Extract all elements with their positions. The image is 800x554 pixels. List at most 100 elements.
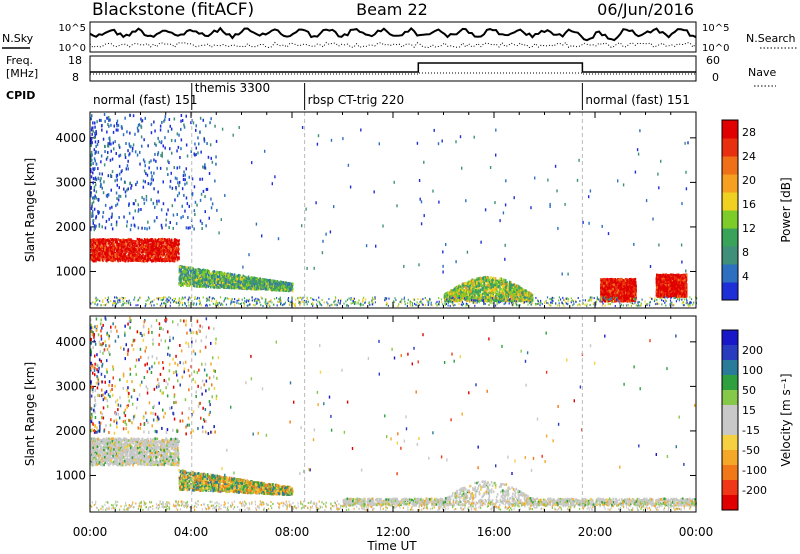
data-cell [184, 173, 186, 177]
data-cell [119, 239, 122, 242]
data-cell [270, 286, 272, 290]
data-cell [163, 119, 165, 123]
data-cell [202, 189, 205, 193]
data-cell [168, 253, 170, 256]
data-cell [107, 251, 110, 254]
data-cell [150, 246, 152, 250]
data-cell [129, 131, 131, 135]
data-cell [115, 204, 117, 208]
data-cell [201, 222, 203, 225]
data-cell [155, 159, 157, 163]
data-cell [279, 281, 281, 285]
data-cell [106, 250, 108, 253]
data-cell [120, 256, 122, 259]
data-cell [180, 114, 183, 117]
data-cell [277, 286, 280, 290]
data-cell [136, 250, 138, 253]
data-cell [156, 202, 158, 206]
data-cell [193, 271, 195, 274]
data-cell [153, 120, 155, 124]
data-cell [93, 224, 96, 228]
data-cell [254, 287, 256, 291]
data-cell [112, 238, 115, 242]
data-cell [103, 240, 106, 243]
data-cell [169, 185, 171, 189]
data-cell [98, 246, 100, 249]
data-cell [165, 218, 167, 222]
data-cell [194, 284, 196, 288]
data-cell [97, 150, 100, 154]
data-cell [104, 203, 107, 207]
data-cell [95, 215, 98, 219]
data-cell [173, 256, 175, 260]
data-cell [201, 227, 203, 230]
data-cell [143, 240, 145, 243]
data-cell [158, 258, 161, 261]
data-cell [137, 248, 140, 251]
data-cell [164, 136, 166, 140]
data-cell [124, 252, 126, 256]
data-cell [97, 140, 100, 143]
data-cell [464, 288, 467, 292]
data-cell [116, 257, 118, 260]
data-cell [126, 244, 129, 248]
data-cell [228, 279, 231, 282]
data-cell [177, 145, 180, 149]
data-cell [188, 276, 190, 279]
data-cell [146, 259, 149, 263]
data-cell [220, 274, 222, 277]
data-cell [91, 259, 94, 262]
data-cell [165, 249, 167, 253]
data-cell [152, 241, 155, 244]
data-cell [160, 140, 163, 144]
data-cell [200, 150, 202, 154]
data-cell [159, 128, 162, 132]
data-cell [130, 223, 133, 227]
data-cell [130, 247, 133, 251]
data-cell [237, 280, 240, 283]
data-cell [114, 140, 116, 144]
data-cell [186, 181, 188, 185]
data-cell [156, 216, 158, 220]
data-cell [141, 248, 144, 252]
freq-label: Freq. [6, 54, 33, 67]
data-cell [114, 179, 116, 183]
data-cell [154, 205, 156, 209]
data-cell [128, 259, 130, 262]
data-cell [489, 283, 492, 286]
data-cell [179, 270, 182, 273]
data-cell [166, 239, 168, 242]
data-cell [231, 284, 234, 287]
data-cell [99, 252, 101, 255]
data-cell [95, 130, 97, 133]
data-cell [223, 283, 225, 287]
data-cell [97, 243, 99, 247]
data-cell [107, 193, 110, 197]
data-cell [98, 224, 101, 228]
data-cell [162, 245, 165, 249]
data-cell [173, 238, 176, 242]
data-cell [182, 215, 184, 219]
data-cell [101, 186, 103, 190]
data-cell [106, 258, 109, 262]
data-cell [261, 285, 264, 288]
cpid-label: CPID [6, 89, 35, 102]
data-cell [143, 160, 146, 164]
data-cell [115, 238, 117, 241]
data-cell [216, 270, 218, 274]
data-cell [112, 249, 115, 253]
data-cell [185, 167, 187, 171]
data-cell [110, 123, 112, 127]
data-cell [119, 153, 122, 157]
data-cell [131, 149, 134, 153]
data-cell [107, 116, 110, 119]
data-cell [104, 226, 107, 230]
data-cell [110, 142, 112, 146]
data-cell [147, 253, 150, 256]
data-cell [136, 126, 139, 130]
data-cell [199, 219, 202, 223]
data-cell [94, 151, 96, 155]
data-cell [174, 139, 176, 143]
data-cell [108, 124, 110, 128]
data-cell [107, 174, 110, 178]
